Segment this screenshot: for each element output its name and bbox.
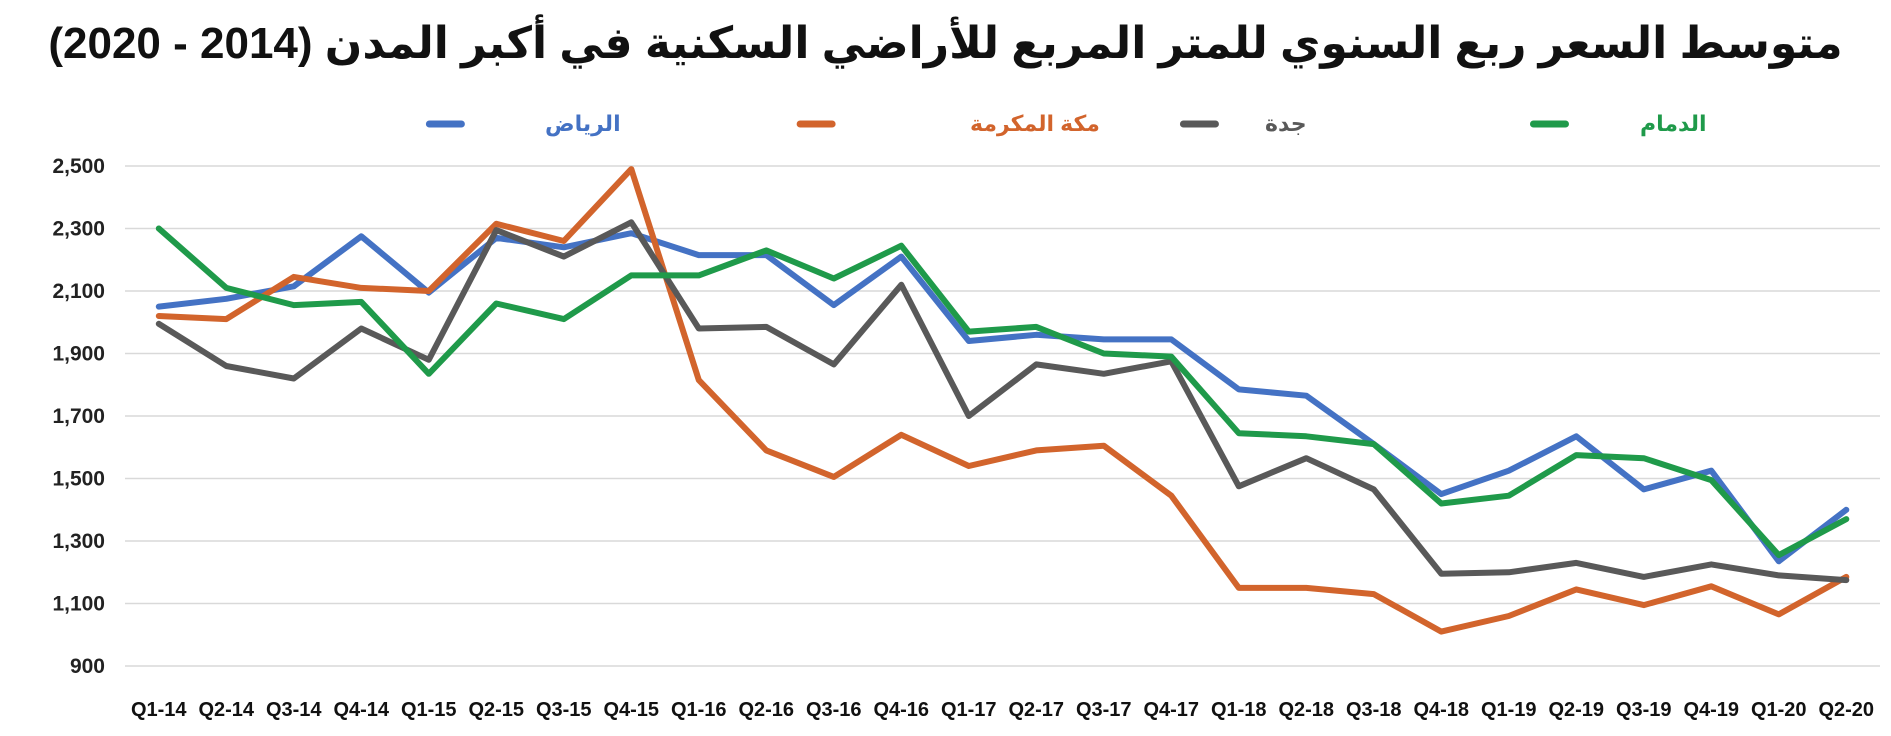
series-line-4 <box>155 225 1850 559</box>
y-tick-label: 1,900 <box>52 343 105 366</box>
x-tick-label: Q2-14 <box>198 699 254 721</box>
x-tick-label: Q3-14 <box>266 699 322 721</box>
x-tick-label: Q4-14 <box>333 699 389 721</box>
x-tick-label: Q3-15 <box>536 699 592 721</box>
x-tick-label: Q2-16 <box>738 699 794 721</box>
y-tick-label: 1,300 <box>52 530 105 553</box>
x-tick-label: Q2-20 <box>1818 699 1874 721</box>
x-tick-label: Q4-17 <box>1143 699 1199 721</box>
x-tick-label: Q4-15 <box>603 699 659 721</box>
x-tick-label: Q1-17 <box>941 699 997 721</box>
series-line-2 <box>155 166 1850 635</box>
y-tick-label: 900 <box>70 655 105 678</box>
x-tick-label: Q1-18 <box>1211 699 1267 721</box>
y-tick-label: 1,100 <box>52 593 105 616</box>
x-tick-label: Q4-18 <box>1413 699 1469 721</box>
x-tick-label: Q1-20 <box>1751 699 1807 721</box>
x-tick-label: Q3-19 <box>1616 699 1672 721</box>
legend-label: الرياض <box>545 111 621 137</box>
x-tick-label: Q3-18 <box>1346 699 1402 721</box>
y-tick-label: 2,300 <box>52 218 105 241</box>
legend-label: الدمام <box>1640 111 1707 136</box>
x-tick-label: Q2-15 <box>468 699 524 721</box>
x-tick-label: Q1-15 <box>401 699 457 721</box>
series-line-3 <box>155 219 1850 584</box>
y-tick-label: 2,500 <box>52 155 105 178</box>
x-tick-label: Q4-16 <box>873 699 929 721</box>
x-tick-label: Q1-14 <box>131 699 187 721</box>
x-tick-label: Q1-16 <box>671 699 727 721</box>
x-tick-label: Q2-17 <box>1008 699 1064 721</box>
x-tick-label: Q4-19 <box>1683 699 1739 721</box>
legend-label: جدة <box>1265 111 1307 136</box>
x-tick-label: Q2-18 <box>1278 699 1334 721</box>
x-tick-label: Q2-19 <box>1548 699 1604 721</box>
legend-label: مكة المكرمة <box>970 111 1100 137</box>
y-tick-label: 2,100 <box>52 280 105 303</box>
x-tick-label: Q3-16 <box>806 699 862 721</box>
x-tick-label: Q3-17 <box>1076 699 1132 721</box>
y-tick-label: 1,500 <box>52 468 105 491</box>
chart-title: متوسط السعر ربع السنوي للمتر المربع للأر… <box>48 19 1843 68</box>
series-line-1 <box>155 230 1850 565</box>
x-tick-label: Q1-19 <box>1481 699 1537 721</box>
y-tick-label: 1,700 <box>52 405 105 428</box>
